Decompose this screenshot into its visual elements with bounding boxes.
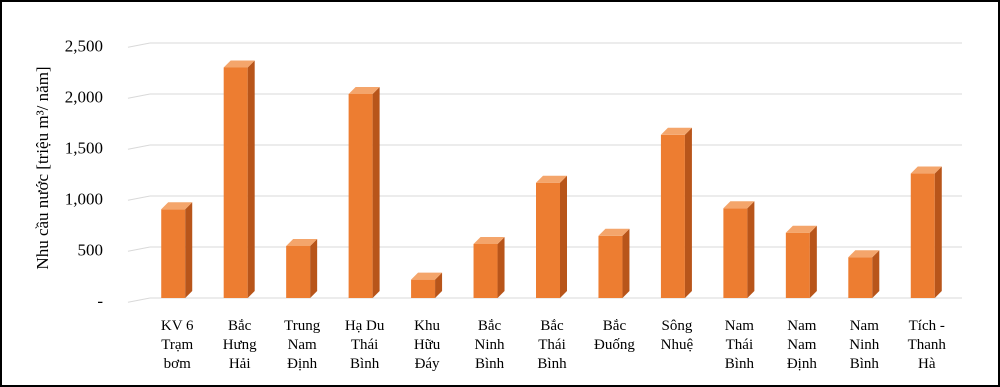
bar-front — [161, 209, 186, 298]
y-axis-title: Nhu cầu nước [triệu m³/ năm] — [33, 66, 52, 269]
bar — [536, 175, 567, 298]
bar-front — [660, 134, 685, 298]
x-category-label: Bắc Ninh Bình — [475, 318, 506, 372]
gridline-diag — [127, 195, 151, 201]
bar-front — [785, 232, 810, 298]
bar-front — [473, 243, 498, 298]
bar-top — [473, 236, 505, 244]
bar-top — [411, 272, 443, 280]
bar-side — [310, 238, 318, 298]
bar-top — [223, 60, 255, 68]
bar — [348, 87, 380, 298]
bar — [785, 225, 817, 298]
x-category-label: KV 6 Trạm bơm — [161, 318, 194, 372]
gridline-diag — [127, 144, 151, 150]
bar-side — [497, 236, 505, 298]
y-tick-label: 1,500 — [65, 139, 103, 158]
y-tick-label: 1,000 — [65, 190, 103, 209]
x-category-label: Tích -Thanh Hà — [908, 318, 947, 372]
bar-front — [598, 235, 623, 298]
x-category-label: Sông Nhuệ — [661, 318, 694, 353]
bars — [161, 60, 942, 299]
bar-side — [247, 60, 255, 299]
bar — [723, 201, 755, 298]
y-tick-label: 2,500 — [65, 37, 103, 56]
x-category-label: Nam Nam Định — [787, 318, 818, 372]
bar-front — [910, 173, 935, 298]
bar-top — [785, 225, 817, 233]
bar-side — [622, 228, 630, 298]
bar — [660, 127, 692, 298]
bar-front — [348, 94, 373, 298]
bar-top — [848, 250, 880, 258]
bar-side — [809, 225, 817, 298]
bar-side — [684, 127, 692, 298]
x-category-label: Nam Thái Bình — [725, 318, 755, 372]
y-tick-label: - — [97, 292, 103, 311]
y-axis-ticks: - 500 1,000 1,500 2,000 2,500 — [65, 37, 104, 311]
x-category-label: Nam Ninh Bình — [849, 318, 880, 372]
x-category-label: Bắc Thái Bình — [537, 318, 567, 372]
bar — [473, 236, 505, 298]
bar-top — [161, 202, 193, 210]
bar-top — [286, 238, 318, 246]
y-tick-label: 500 — [78, 241, 104, 260]
bar-front — [223, 67, 248, 298]
bar-front — [723, 208, 748, 298]
bar-top — [660, 127, 692, 135]
gridline-diag — [127, 42, 151, 48]
bar — [161, 202, 193, 298]
bar-top — [723, 201, 755, 209]
bar-top — [348, 87, 380, 94]
gridline-diag — [127, 297, 151, 303]
gridline-diag — [127, 93, 151, 99]
bar — [848, 250, 880, 298]
bar-side — [934, 166, 942, 298]
bar-side — [560, 175, 567, 298]
y-tick-label: 2,000 — [65, 88, 103, 107]
bar-front — [286, 245, 311, 298]
bar-side — [185, 202, 193, 298]
x-category-label: Hạ Du Thái Bình — [345, 318, 385, 372]
x-category-label: Trung Nam Định — [284, 318, 321, 372]
x-category-label: Bắc Đuống — [594, 318, 635, 353]
bar-front — [848, 257, 873, 298]
bar-side — [372, 87, 380, 298]
bar — [598, 228, 630, 298]
bar — [286, 238, 318, 298]
x-category-label: Khu Hữu Đáy — [414, 318, 441, 372]
gridline-diag — [127, 246, 151, 252]
x-category-label: Bắc Hưng Hải — [223, 318, 257, 372]
bar — [223, 60, 255, 299]
bar-top — [910, 166, 942, 174]
bar-side — [747, 201, 755, 298]
bar-front — [411, 279, 436, 298]
bar — [910, 166, 942, 298]
bar — [411, 272, 443, 298]
x-axis-categories: KV 6 Trạm bơm Bắc Hưng Hải Trung Nam Định Hạ Du Th… — [161, 318, 947, 372]
bar-side — [435, 272, 443, 298]
bar-front — [536, 182, 560, 298]
bar-top — [536, 175, 567, 183]
bar-top — [598, 228, 630, 236]
bar-side — [872, 250, 880, 298]
